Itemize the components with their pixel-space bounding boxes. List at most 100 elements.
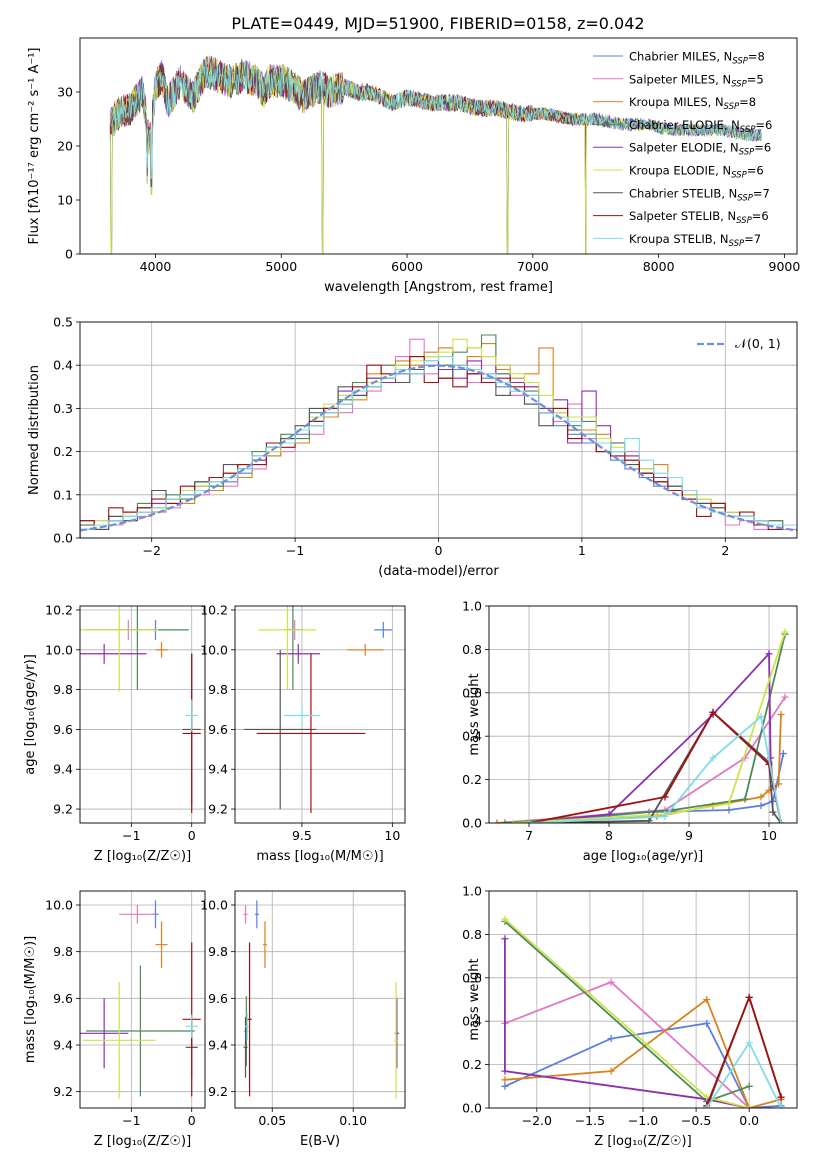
mass-age-ytick-label: 10.0 <box>200 642 228 657</box>
z-age-ytick-label: 9.6 <box>53 722 73 737</box>
age-weight-ytick-label: 0.8 <box>462 642 482 657</box>
spectrum-xtick-label: 8000 <box>643 259 675 274</box>
legend-label-chabrier-elodie: Chabrier ELODIE, NSSP=6 <box>629 118 772 135</box>
z-weight-marker <box>501 1067 509 1075</box>
spectrum-plot-area <box>109 55 762 254</box>
spectrum-xtick-label: 6000 <box>391 259 423 274</box>
age-weight-marker <box>493 819 501 823</box>
z-age-ylabel: age [log₁₀(age/yr)] <box>23 654 38 775</box>
ebv-mass-panel: 0.05 0.10 9.2 9.4 9.6 9.8 10.0 E(B-V) <box>200 890 406 1149</box>
residuals-xtick-label: −2 <box>142 543 160 558</box>
mass-age-xlabel: mass [log₁₀(M/M☉)] <box>256 849 383 864</box>
age-weight-marker <box>525 819 533 823</box>
z-mass-ytick-label: 9.4 <box>53 1038 73 1053</box>
mass-age-grid <box>235 606 405 823</box>
legend-label-salpeter-stelib: Salpeter STELIB, NSSP=6 <box>629 209 769 226</box>
z-weight-ytick-label: 0.8 <box>462 927 482 942</box>
age-weight-marker <box>709 708 717 716</box>
z-weight-marker <box>501 1076 509 1084</box>
z-mass-ylabel: mass [log₁₀(M/M☉)] <box>23 936 38 1063</box>
age-weight-marker <box>757 793 765 801</box>
z-weight-ytick-label: 0.6 <box>462 970 482 985</box>
z-weight-marker <box>501 1082 509 1090</box>
residuals-xlabel: (data-model)/error <box>378 564 499 579</box>
ebv-mass-ytick-label: 10.0 <box>200 898 228 913</box>
age-weight-marker <box>661 793 669 801</box>
spectrum-xtick-label: 5000 <box>265 259 297 274</box>
ebv-mass-point-salpeter-miles <box>243 905 248 924</box>
spectrum-ytick-label: 10 <box>57 193 73 208</box>
spectrum-panel: 4000 5000 6000 7000 8000 9000 0 10 20 30 wavelengt… <box>27 37 800 295</box>
z-mass-point-salpeter-elodie <box>80 998 129 1069</box>
ebv-mass-ytick-label: 9.4 <box>208 1038 228 1053</box>
z-age-frame <box>79 605 206 824</box>
z-mass-xtick-label: −1 <box>122 1113 140 1128</box>
z-weight-marker <box>607 1067 615 1075</box>
mass-age-point-kroupa-stelib <box>283 705 320 726</box>
residuals-ytick-label: 0.5 <box>53 315 73 330</box>
age-weight-series-chabrier-stelib <box>525 708 785 823</box>
z-weight-marker <box>745 993 753 1001</box>
ebv-mass-frame <box>234 890 406 1109</box>
age-weight-marker <box>725 799 733 807</box>
age-weight-frame <box>488 605 798 824</box>
age-weight-xtick-label: 9 <box>685 828 693 843</box>
z-weight-xlabel: Z [log₁₀(Z/Z☉)] <box>594 1134 691 1149</box>
residuals-ylabel: Normed distribution <box>27 365 42 495</box>
age-weight-marker <box>709 754 717 762</box>
ebv-mass-ytick-label: 9.2 <box>208 1084 228 1099</box>
age-weight-ytick-label: 0.6 <box>462 685 482 700</box>
residuals-xtick-label: 2 <box>721 543 729 558</box>
age-weight-marker <box>509 819 517 823</box>
z-age-point-kroupa-stelib <box>185 699 198 732</box>
mass-age-point-kroupa-elodie <box>258 606 317 690</box>
z-mass-ytick-label: 9.6 <box>53 991 73 1006</box>
spectrum-xlabel: wavelength [Angstrom, rest frame] <box>324 280 553 295</box>
mass-age-xtick-label: 10 <box>384 828 400 843</box>
z-age-point-salpeter-stelib <box>182 653 201 814</box>
z-weight-ytick-label: 0.4 <box>462 1014 482 1029</box>
z-weight-marker <box>703 1019 711 1027</box>
mass-age-point-salpeter-elodie <box>276 643 320 664</box>
ebv-mass-ytick-label: 9.8 <box>208 944 228 959</box>
mass-age-point-chabrier-miles <box>374 621 393 638</box>
ebv-mass-xtick-label: 0.10 <box>339 1113 367 1128</box>
z-weight-xtick-label: −0.5 <box>681 1113 711 1128</box>
z-age-xtick-label: 0 <box>188 828 196 843</box>
spectrum-ytick-label: 30 <box>57 85 73 100</box>
z-mass-point-kroupa-stelib <box>185 1014 198 1038</box>
z-weight-marker <box>745 1039 753 1047</box>
z-weight-ytick-label: 0.2 <box>462 1057 482 1072</box>
mass-age-axes: 9.5 10 9.2 9.4 9.6 9.8 10.0 10.2 mass [log₁₀(M/M… <box>200 602 406 864</box>
mass-age-plot-area <box>244 606 393 814</box>
z-weight-ytick-label: 0.0 <box>462 1101 482 1116</box>
mass-age-ytick-label: 9.2 <box>208 802 228 817</box>
z-weight-marker <box>501 915 509 923</box>
z-age-point-kroupa-elodie <box>80 606 159 692</box>
z-weight-frame <box>488 890 798 1109</box>
z-mass-xtick-label: 0 <box>188 1113 196 1128</box>
spectrum-xtick-label: 7000 <box>517 259 549 274</box>
ebv-mass-point-chabrier-stelib <box>243 1017 248 1078</box>
spectrum-xtick-label: 4000 <box>140 259 172 274</box>
z-mass-plot-area <box>80 900 201 1099</box>
z-mass-point-salpeter-miles <box>119 905 156 924</box>
ebv-mass-point-kroupa-elodie <box>394 982 399 1099</box>
mass-age-ytick-label: 9.6 <box>208 722 228 737</box>
age-weight-marker <box>777 711 785 718</box>
residuals-frame <box>79 321 798 539</box>
z-age-point-salpeter-elodie <box>80 643 147 664</box>
mass-age-frame <box>234 605 406 824</box>
age-weight-series-salpeter-stelib <box>525 708 785 823</box>
z-weight-marker <box>703 996 711 1003</box>
z-weight-marker <box>745 1104 753 1108</box>
z-age-grid <box>80 606 205 823</box>
z-weight-series-kroupa-stelib <box>703 1039 785 1108</box>
ebv-mass-point-kroupa-miles <box>262 921 267 968</box>
z-mass-panel: −1 0 9.2 9.4 9.6 9.8 10.0 Z [log₁₀(Z/Z☉)] mass [… <box>23 890 206 1149</box>
legend-label-normal: 𝒩(0, 1) <box>735 336 781 351</box>
residuals-ytick-label: 0.4 <box>53 358 73 373</box>
mass-age-panel: 9.5 10 9.2 9.4 9.6 9.8 10.0 10.2 mass [log₁₀(M/M… <box>200 602 406 864</box>
z-weight-xtick-label: 0.0 <box>739 1113 759 1128</box>
z-weight-marker <box>777 1104 785 1108</box>
